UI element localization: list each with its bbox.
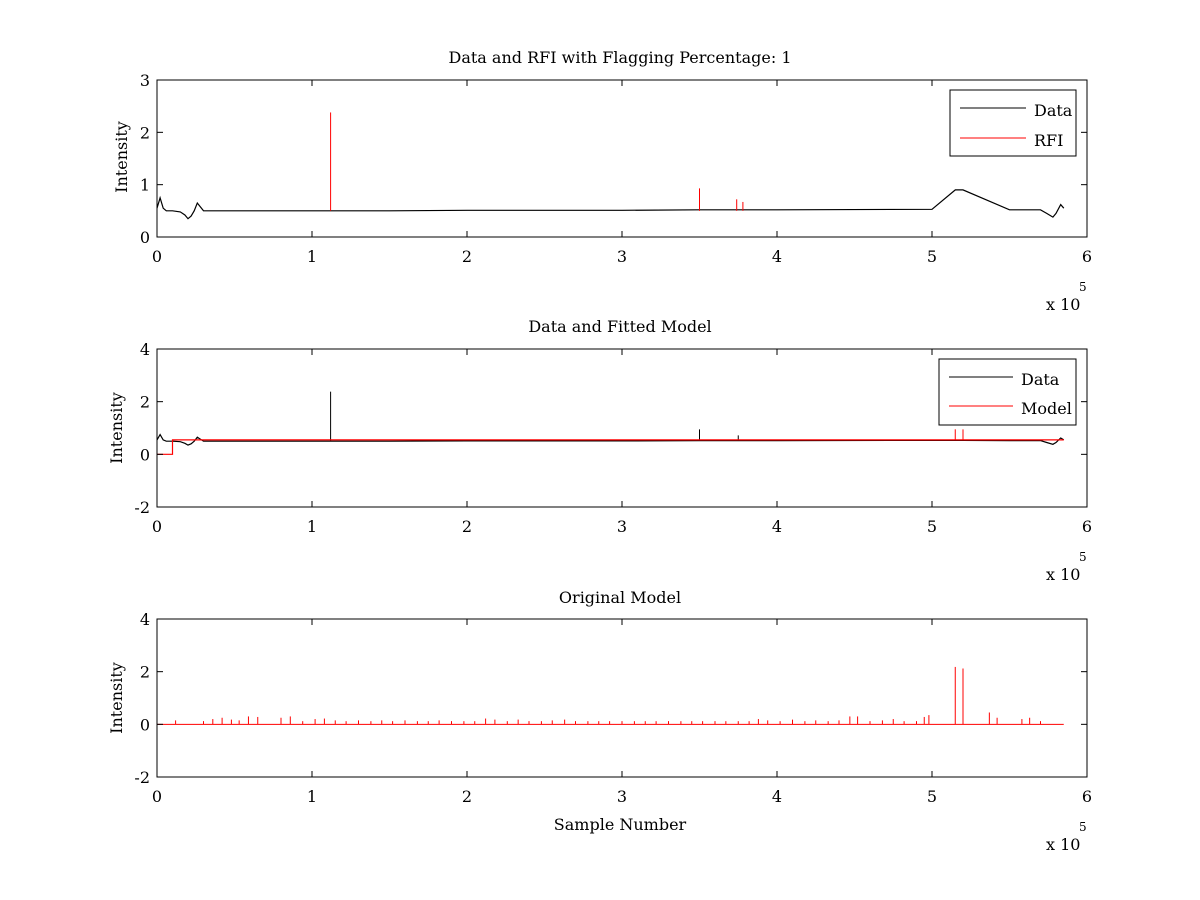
y-tick-label: -2 xyxy=(134,498,150,517)
y-axis-label: Intensity xyxy=(107,392,126,464)
series-data-line xyxy=(156,189,1065,220)
legend: Data Model xyxy=(938,358,1077,426)
series-model-line xyxy=(157,439,1064,455)
legend-label-model: Model xyxy=(1021,399,1072,418)
x-axis-label: Sample Number xyxy=(554,815,687,834)
y-tick-label: 4 xyxy=(140,340,150,359)
x-multiplier: x 10 xyxy=(1046,565,1080,584)
x-tick-label: 6 xyxy=(1082,787,1092,806)
y-tick-label: 2 xyxy=(140,123,150,142)
legend-label-data: Data xyxy=(1021,370,1060,389)
x-tick-label: 5 xyxy=(927,787,937,806)
legend-label-rfi: RFI xyxy=(1034,131,1063,150)
chart-title: Data and RFI with Flagging Percentage: 1 xyxy=(448,48,791,67)
x-tick-label: 0 xyxy=(152,787,162,806)
x-exponent: 5 xyxy=(1079,280,1087,294)
x-tick-label: 4 xyxy=(772,517,782,536)
x-exponent: 5 xyxy=(1079,820,1087,834)
plot-area xyxy=(156,391,1065,455)
x-tick-label: 1 xyxy=(307,787,317,806)
subplot-rfi: Data and RFI with Flagging Percentage: 1… xyxy=(112,48,1092,314)
chart-title: Original Model xyxy=(559,588,681,607)
y-tick-label: 3 xyxy=(140,71,150,90)
x-tick-label: 4 xyxy=(772,247,782,266)
y-axis-label: Intensity xyxy=(112,121,131,193)
subplot-original-model: Original Model Intensity Sample Number x… xyxy=(107,588,1092,854)
subplot-fitted-model: Data and Fitted Model Intensity x 10 5 0… xyxy=(107,317,1092,584)
y-tick-label: 2 xyxy=(140,393,150,412)
y-tick-label: 0 xyxy=(140,445,150,464)
x-tick-label: 5 xyxy=(927,247,937,266)
y-tick-label: 0 xyxy=(140,715,150,734)
chart-title: Data and Fitted Model xyxy=(528,317,711,336)
x-tick-label: 3 xyxy=(617,247,627,266)
x-exponent: 5 xyxy=(1079,550,1087,564)
x-tick-label: 6 xyxy=(1082,247,1092,266)
plot-area xyxy=(156,112,1065,220)
y-tick-label: 4 xyxy=(140,610,150,629)
legend-label-data: Data xyxy=(1034,101,1073,120)
x-tick-label: 3 xyxy=(617,517,627,536)
x-tick-label: 3 xyxy=(617,787,627,806)
y-axis-label: Intensity xyxy=(107,662,126,734)
x-tick-label: 2 xyxy=(462,247,472,266)
x-tick-label: 1 xyxy=(307,517,317,536)
x-tick-label: 4 xyxy=(772,787,782,806)
x-tick-label: 1 xyxy=(307,247,317,266)
legend: Data RFI xyxy=(949,89,1077,157)
plot-area xyxy=(157,666,1064,725)
y-tick-label: 1 xyxy=(140,176,150,195)
x-tick-label: 0 xyxy=(152,247,162,266)
y-tick-label: -2 xyxy=(134,768,150,787)
axes: 0 1 2 3 4 5 6 0 1 2 3 xyxy=(140,71,1092,266)
x-tick-label: 5 xyxy=(927,517,937,536)
series-data-line xyxy=(156,433,1065,446)
x-tick-label: 2 xyxy=(462,517,472,536)
y-tick-label: 0 xyxy=(140,228,150,247)
x-tick-label: 6 xyxy=(1082,517,1092,536)
x-multiplier: x 10 xyxy=(1046,835,1080,854)
x-tick-label: 2 xyxy=(462,787,472,806)
x-tick-label: 0 xyxy=(152,517,162,536)
x-multiplier: x 10 xyxy=(1046,295,1080,314)
y-tick-label: 2 xyxy=(140,663,150,682)
